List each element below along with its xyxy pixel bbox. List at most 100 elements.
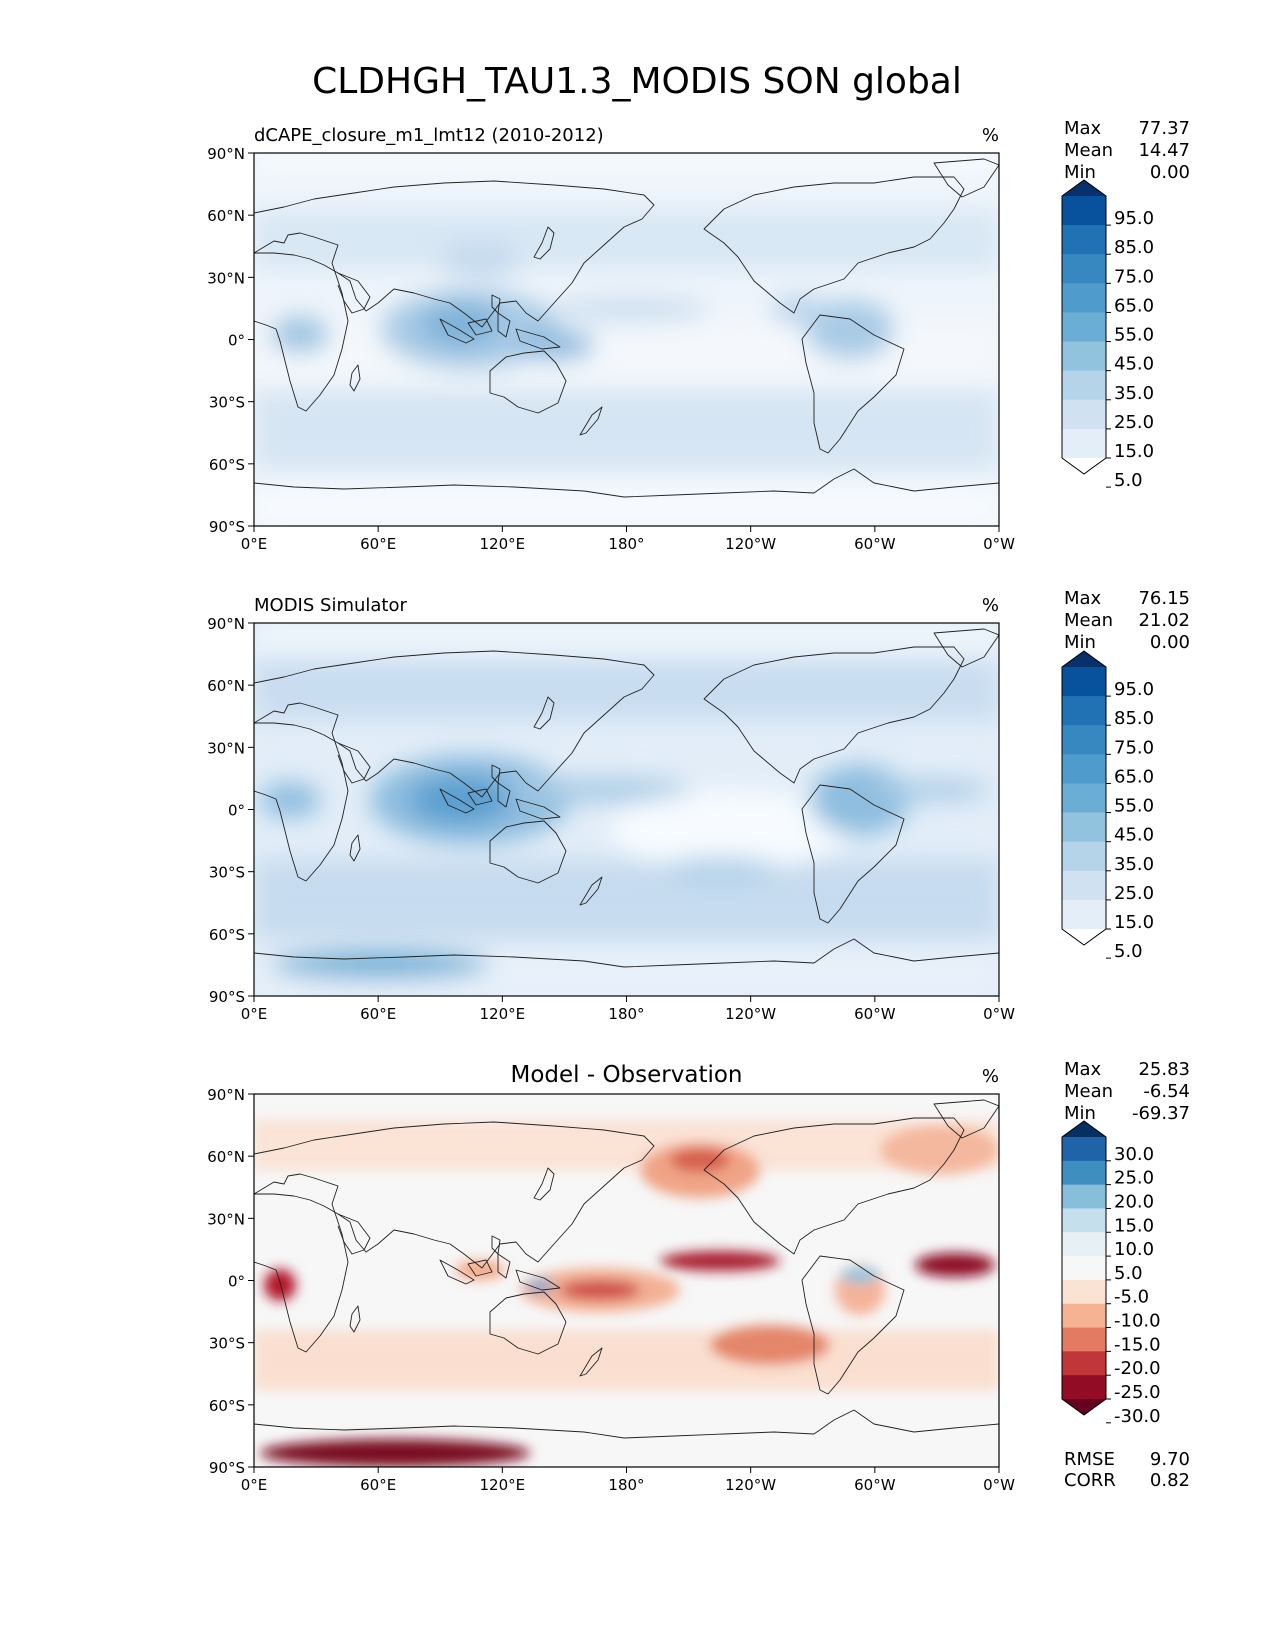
- lat-label: 60°S: [209, 456, 245, 474]
- colorbar-label: 5.0: [1114, 941, 1143, 962]
- colorbar-segment: [1062, 399, 1106, 430]
- colorbar-segment: [1062, 1137, 1106, 1162]
- colorbar-label: 55.0: [1114, 325, 1154, 346]
- lon-label: 0°E: [241, 1005, 268, 1023]
- colorbar: [1061, 650, 1111, 959]
- colorbar-extend-min: [1062, 1399, 1106, 1415]
- colorbar-segment: [1062, 370, 1106, 401]
- lat-label: 90°N: [207, 615, 245, 633]
- stat-label-rmse: RMSE: [1064, 1449, 1115, 1470]
- colorbar-label: 35.0: [1114, 854, 1154, 875]
- lon-label: 60°W: [854, 1005, 896, 1023]
- lon-label: 120°E: [480, 1476, 526, 1494]
- lat-label: 30°S: [209, 864, 245, 882]
- lon-label: 60°E: [360, 535, 396, 553]
- panel-observation: [253, 622, 1000, 997]
- colorbar-label: 25.0: [1114, 1168, 1154, 1189]
- colorbar-label: 5.0: [1114, 1263, 1143, 1284]
- colorbar-segment: [1062, 870, 1106, 901]
- units-label: %: [982, 595, 999, 616]
- colorbar-label: -5.0: [1114, 1287, 1149, 1308]
- colorbar-segment: [1062, 899, 1106, 930]
- stat-label-min: Min: [1064, 632, 1096, 653]
- lat-label: 90°S: [209, 518, 245, 536]
- lon-label: 60°E: [360, 1476, 396, 1494]
- lat-label: 90°N: [207, 145, 245, 163]
- lon-label: 0°W: [983, 535, 1015, 553]
- colorbar-label: 45.0: [1114, 354, 1154, 375]
- map-difference: [254, 1094, 999, 1467]
- stat-label-mean: Mean: [1064, 610, 1113, 631]
- stat-label-min: Min: [1064, 162, 1096, 183]
- colorbar-segment: [1062, 254, 1106, 284]
- colorbar-segment: [1062, 783, 1106, 814]
- stat-label-corr: CORR: [1064, 1470, 1116, 1491]
- lat-label: 90°S: [209, 988, 245, 1006]
- lon-label: 120°E: [480, 535, 526, 553]
- colorbar-label: 65.0: [1114, 766, 1154, 787]
- stat-value-max: 25.83: [1138, 1059, 1190, 1080]
- colorbar-label: 85.0: [1114, 237, 1154, 258]
- lon-label: 0°W: [983, 1005, 1015, 1023]
- lat-label: 0°: [228, 1273, 245, 1291]
- colorbar-label: 15.0: [1114, 912, 1154, 933]
- lon-label: 180°: [608, 1476, 644, 1494]
- colorbar-extend-min: [1062, 458, 1106, 474]
- stat-label-mean: Mean: [1064, 1081, 1113, 1102]
- lat-label: 60°N: [207, 677, 245, 695]
- stat-value-mean: 14.47: [1138, 140, 1190, 161]
- colorbar-label: 30.0: [1114, 1144, 1154, 1165]
- colorbar-segment: [1062, 841, 1106, 872]
- stat-value-min: -69.37: [1132, 1103, 1190, 1124]
- stat-value-mean: 21.02: [1138, 610, 1190, 631]
- panel-title: MODIS Simulator: [254, 595, 407, 616]
- panel-title: Model - Observation: [510, 1062, 742, 1088]
- stat-value-max: 76.15: [1138, 588, 1190, 609]
- colorbar-extend-max: [1062, 180, 1106, 196]
- colorbar-segment: [1062, 812, 1106, 843]
- colorbar: [1061, 179, 1111, 488]
- colorbar-segment: [1062, 1279, 1106, 1305]
- stat-value-max: 77.37: [1138, 118, 1190, 139]
- colorbar-segment: [1062, 725, 1106, 755]
- colorbar-segment: [1062, 428, 1106, 459]
- stat-value-min: 0.00: [1150, 162, 1190, 183]
- colorbar-segment: [1062, 283, 1106, 313]
- map-model: [254, 153, 999, 526]
- lat-label: 60°S: [209, 926, 245, 944]
- colorbar-label: 75.0: [1114, 737, 1154, 758]
- lat-label: 0°: [228, 332, 245, 350]
- panel-model: [253, 152, 1000, 527]
- colorbar-segment: [1062, 667, 1106, 697]
- colorbar-segment: [1062, 754, 1106, 784]
- colorbar-label: 65.0: [1114, 295, 1154, 316]
- colorbar-segment: [1062, 1232, 1106, 1257]
- colorbar-label: 10.0: [1114, 1239, 1154, 1260]
- colorbar-label: 25.0: [1114, 412, 1154, 433]
- stat-value-rmse: 9.70: [1150, 1449, 1190, 1470]
- colorbar-extend-min: [1062, 929, 1106, 945]
- colorbar-extend-max: [1062, 1121, 1106, 1137]
- panel-title: dCAPE_closure_m1_lmt12 (2010-2012): [254, 125, 604, 146]
- colorbar-segment: [1062, 196, 1106, 226]
- stat-label-max: Max: [1064, 588, 1102, 609]
- stat-label-min: Min: [1064, 1103, 1096, 1124]
- colorbar-segment: [1062, 225, 1106, 255]
- figure-title: CLDHGH_TAU1.3_MODIS SON global: [312, 61, 962, 102]
- lon-label: 0°W: [983, 1476, 1015, 1494]
- colorbar-label: -15.0: [1114, 1334, 1161, 1355]
- lon-label: 0°E: [241, 1476, 268, 1494]
- lat-label: 0°: [228, 802, 245, 820]
- lon-label: 60°E: [360, 1005, 396, 1023]
- colorbar-segment: [1062, 1327, 1106, 1352]
- panel-difference: [253, 1093, 1000, 1468]
- lon-label: 60°W: [854, 535, 896, 553]
- colorbar-segment: [1062, 1256, 1106, 1281]
- lat-label: 30°S: [209, 1335, 245, 1353]
- stat-value-corr: 0.82: [1150, 1470, 1190, 1491]
- colorbar-segment: [1062, 1351, 1106, 1376]
- colorbar-segment: [1062, 341, 1106, 372]
- colorbar-label: -30.0: [1114, 1406, 1161, 1427]
- colorbar-extend-max: [1062, 651, 1106, 667]
- lon-label: 120°W: [725, 1476, 776, 1494]
